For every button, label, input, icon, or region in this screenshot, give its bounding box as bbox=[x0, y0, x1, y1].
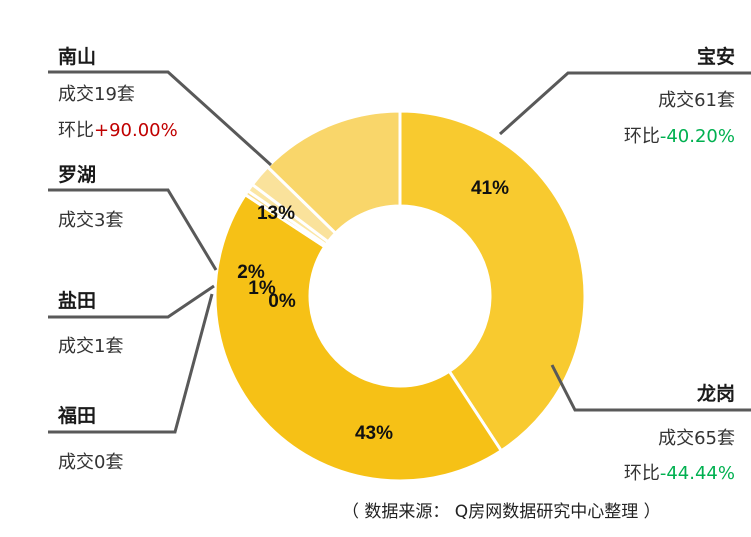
deals-futian: 成交0套 bbox=[58, 452, 124, 473]
leader-lines bbox=[48, 70, 751, 434]
deals-yantian: 成交1套 bbox=[58, 336, 124, 357]
mom-nanshan: 环比+90.00% bbox=[58, 116, 178, 142]
pct-label-luohu: 2% bbox=[237, 262, 265, 283]
mom-longgang: 环比-44.44% bbox=[624, 459, 735, 485]
mom-prefix-baoan: 环比 bbox=[623, 126, 660, 147]
region-name-futian: 福田 bbox=[58, 405, 97, 427]
leader-line-longgang bbox=[550, 364, 751, 412]
mom-value-longgang: -44.44% bbox=[659, 463, 735, 484]
deals-longgang: 成交65套 bbox=[658, 428, 735, 449]
mom-value-baoan: -40.20% bbox=[659, 126, 735, 147]
leader-line-baoan bbox=[498, 71, 751, 136]
data-source-note: （ 数据来源： Q房网数据研究中心整理 ） bbox=[342, 502, 661, 522]
donut-slice-5 bbox=[265, 109, 402, 236]
percent-labels: 41% 43% 0% 1% 2% 13% bbox=[237, 178, 509, 444]
deals-nanshan: 成交19套 bbox=[58, 84, 135, 105]
pct-label-yantian: 1% bbox=[248, 278, 276, 299]
pct-label-longgang: 43% bbox=[355, 423, 393, 444]
region-name-longgang: 龙岗 bbox=[696, 383, 735, 405]
region-name-nanshan: 南山 bbox=[58, 46, 97, 68]
deals-luohu: 成交3套 bbox=[58, 210, 124, 231]
pct-label-futian: 0% bbox=[268, 291, 296, 312]
leader-line-nanshan bbox=[48, 70, 273, 167]
deals-baoan: 成交61套 bbox=[658, 90, 735, 111]
donut-slices bbox=[213, 109, 587, 483]
mom-value-nanshan: +90.00% bbox=[94, 120, 178, 141]
donut-slice-0 bbox=[398, 109, 587, 453]
pct-label-baoan: 41% bbox=[471, 178, 509, 199]
leader-line-yantian bbox=[48, 284, 215, 319]
pct-label-nanshan: 13% bbox=[257, 203, 295, 224]
region-name-luohu: 罗湖 bbox=[58, 164, 97, 186]
leader-line-luohu bbox=[48, 188, 218, 271]
mom-prefix-longgang: 环比 bbox=[623, 463, 660, 484]
region-name-baoan: 宝安 bbox=[696, 46, 735, 68]
donut-slice-1 bbox=[213, 192, 504, 483]
region-name-yantian: 盐田 bbox=[58, 290, 97, 312]
mom-prefix-nanshan: 环比 bbox=[58, 120, 94, 141]
leader-line-futian bbox=[48, 293, 214, 434]
mom-baoan: 环比-40.20% bbox=[624, 122, 735, 148]
